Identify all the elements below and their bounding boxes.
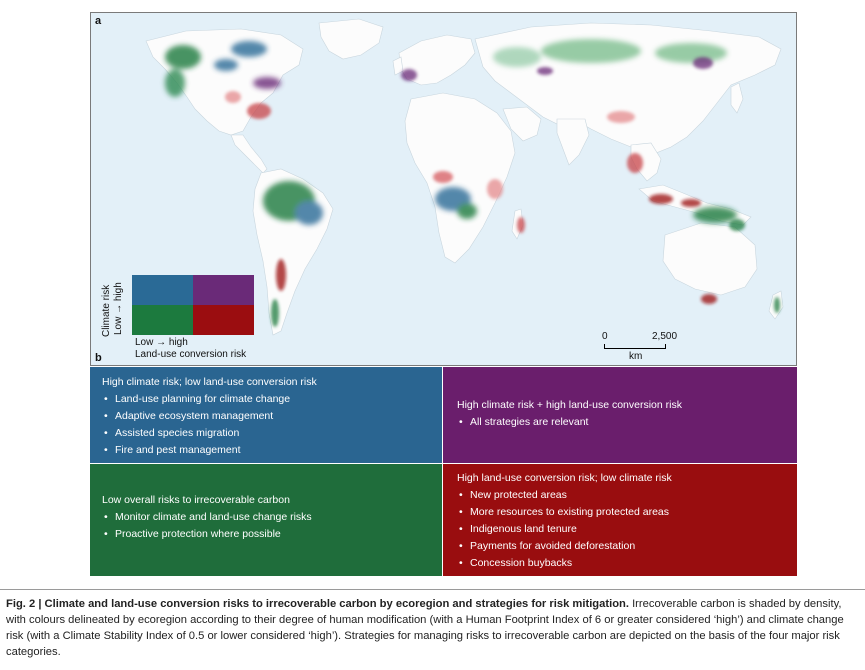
legend-swatch-low-climate-high-landuse: [193, 305, 254, 335]
scale-bar-line: [604, 344, 666, 349]
legend-y-scale: Low → high: [113, 282, 124, 335]
strategy-list: Monitor climate and land-use change risk…: [102, 509, 430, 543]
strategy-item: Assisted species migration: [102, 425, 430, 442]
strategy-title: High climate risk; low land-use conversi…: [102, 376, 317, 388]
strategy-panel-low-overall-risk: Low overall risks to irrecoverable carbo…: [90, 464, 442, 576]
figure-caption: Fig. 2 | Climate and land-use conversion…: [6, 596, 858, 660]
strategy-title: High land-use conversion risk; low clima…: [457, 472, 672, 484]
strategy-list: Land-use planning for climate change Ada…: [102, 391, 430, 459]
scale-bar-end: 2,500: [652, 331, 678, 342]
risk-legend: Climate risk Low → high Low → high Land-…: [99, 275, 259, 365]
continent-arabia: [502, 106, 542, 142]
legend-swatch-grid: [132, 275, 254, 335]
strategy-item: Monitor climate and land-use change risk…: [102, 509, 430, 526]
strategy-title: High climate risk + high land-use conver…: [457, 399, 682, 411]
world-map-panel: a: [90, 12, 797, 366]
continent-india: [556, 118, 590, 166]
strategy-title: Low overall risks to irrecoverable carbo…: [102, 494, 290, 506]
strategy-panel-high-climate-low-landuse: High climate risk; low land-use conversi…: [90, 367, 442, 463]
legend-y-axis: Climate risk Low → high: [99, 275, 129, 337]
panel-label-b: b: [95, 352, 102, 364]
continent-australia: [662, 222, 758, 296]
legend-swatch-high-climate-low-landuse: [132, 275, 193, 305]
legend-x-scale: Low → high: [135, 337, 188, 348]
strategy-item: New protected areas: [457, 487, 783, 504]
continent-japan: [730, 82, 744, 114]
strategy-item: More resources to existing protected are…: [457, 504, 783, 521]
legend-x-axis: Low → high Land-use conversion risk: [135, 337, 246, 361]
strategy-item: Payments for avoided deforestation: [457, 538, 783, 555]
strategy-list: All strategies are relevant: [457, 414, 783, 431]
strategy-panel-high-landuse-low-climate: High land-use conversion risk; low clima…: [443, 464, 797, 576]
legend-swatch-low-climate-low-landuse: [132, 305, 193, 335]
caption-text: Irrecoverable carbon is shaded by densit…: [6, 598, 844, 658]
strategy-item: Adaptive ecosystem management: [102, 408, 430, 425]
strategy-panel-high-climate-high-landuse: High climate risk + high land-use conver…: [443, 367, 797, 463]
strategy-item: Land-use planning for climate change: [102, 391, 430, 408]
legend-swatch-high-climate-high-landuse: [193, 275, 254, 305]
legend-x-title: Land-use conversion risk: [135, 349, 247, 360]
strategy-list: New protected areas More resources to ex…: [457, 487, 783, 572]
scale-bar-unit: km: [629, 351, 643, 362]
continent-africa: [404, 92, 516, 264]
continent-central-america: [230, 134, 268, 174]
continent-greenland: [318, 18, 384, 60]
continent-uk: [392, 56, 404, 76]
strategy-item: Proactive protection where possible: [102, 526, 430, 543]
panel-label-a: a: [95, 15, 102, 27]
strategy-item: Fire and pest management: [102, 442, 430, 459]
world-map: [145, 18, 784, 336]
strategy-item: Concession buybacks: [457, 555, 783, 572]
strategy-item: All strategies are relevant: [457, 414, 783, 431]
scale-bar: 0 2,500 km: [591, 329, 711, 365]
caption-label: Fig. 2 | Climate and land-use conversion…: [6, 598, 629, 610]
strategy-item: Indigenous land tenure: [457, 521, 783, 538]
legend-y-title: Climate risk: [101, 284, 112, 337]
caption-divider: [0, 589, 865, 590]
scale-bar-start: 0: [602, 331, 608, 342]
